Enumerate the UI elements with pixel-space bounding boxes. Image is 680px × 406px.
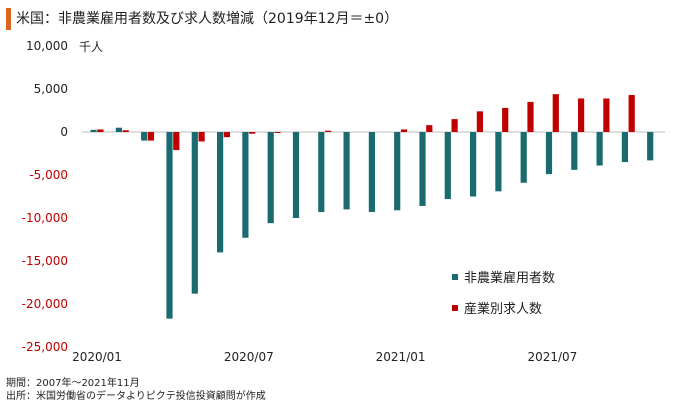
bar-series-1 bbox=[621, 132, 628, 163]
bar-series-2 bbox=[527, 101, 534, 132]
legend-swatch bbox=[452, 274, 458, 280]
bar-series-1 bbox=[343, 132, 350, 210]
x-tick-label: 2021/07 bbox=[527, 350, 577, 364]
y-tick-label: 5,000 bbox=[34, 82, 68, 96]
legend-label: 産業別求人数 bbox=[464, 301, 542, 317]
bar-series-1 bbox=[141, 132, 148, 141]
bar-series-2 bbox=[400, 129, 408, 132]
chart-title: 米国：非農業雇用者数及び求人数増減（2019年12月＝±0） bbox=[16, 11, 399, 27]
bar-series-2 bbox=[426, 125, 433, 132]
bar-series-1 bbox=[571, 132, 578, 170]
y-tick-label: -5,000 bbox=[29, 168, 68, 182]
bar-series-1 bbox=[368, 132, 375, 212]
footnote-source: 出所：米国労働省のデータよりピクテ投信投資顧問が作成 bbox=[6, 391, 266, 402]
bar-series-2 bbox=[552, 94, 559, 132]
bar-series-2 bbox=[325, 130, 332, 132]
bar-series-1 bbox=[444, 132, 451, 200]
y-tick-label: -15,000 bbox=[22, 254, 68, 268]
bar-series-2 bbox=[249, 132, 256, 134]
bar-series-2 bbox=[147, 132, 155, 141]
bar-series-2 bbox=[173, 132, 180, 151]
bar-series-2 bbox=[198, 132, 205, 142]
bar-series-2 bbox=[603, 98, 610, 132]
bar-series-1 bbox=[292, 132, 300, 218]
x-tick-label: 2020/01 bbox=[72, 350, 122, 364]
bar-series-2 bbox=[628, 95, 635, 132]
bar-series-1 bbox=[470, 132, 477, 197]
bar-series-1 bbox=[242, 132, 249, 238]
footnote-period: 期間：2007年～2021年11月 bbox=[6, 378, 140, 389]
title-accent-bar bbox=[6, 8, 11, 30]
legend-swatch bbox=[452, 305, 458, 311]
y-tick-label: 10,000 bbox=[26, 39, 68, 53]
y-axis-unit: 千人 bbox=[79, 40, 104, 54]
bar-series-2 bbox=[274, 132, 281, 133]
bar-series-2 bbox=[502, 107, 509, 132]
bar-series-2 bbox=[122, 130, 129, 132]
bar-series-1 bbox=[394, 132, 401, 211]
bar-series-1 bbox=[647, 132, 654, 161]
y-tick-label: 0 bbox=[60, 125, 68, 139]
bar-series-1 bbox=[495, 132, 502, 192]
bar-series-2 bbox=[97, 129, 104, 132]
bar-series-1 bbox=[267, 132, 274, 224]
bar-series-1 bbox=[115, 127, 122, 132]
bar-series-1 bbox=[318, 132, 325, 212]
y-tick-label: -20,000 bbox=[22, 297, 68, 311]
bar-series-2 bbox=[223, 132, 230, 138]
bar-series-1 bbox=[596, 132, 603, 166]
bar-series-2 bbox=[476, 111, 483, 132]
bar-series-1 bbox=[545, 132, 553, 175]
bar-series-1 bbox=[90, 129, 97, 132]
bar-series-2 bbox=[451, 119, 458, 132]
bar-series-1 bbox=[191, 132, 198, 294]
y-tick-label: -25,000 bbox=[22, 340, 68, 354]
bar-series-2 bbox=[578, 98, 585, 132]
bar-series-1 bbox=[419, 132, 426, 206]
bar-series-1 bbox=[166, 132, 173, 319]
y-tick-label: -10,000 bbox=[22, 211, 68, 225]
x-tick-label: 2020/07 bbox=[224, 350, 274, 364]
x-tick-label: 2021/01 bbox=[376, 350, 426, 364]
bar-series-1 bbox=[520, 132, 527, 183]
legend-label: 非農業雇用者数 bbox=[464, 270, 555, 286]
bar-series-1 bbox=[217, 132, 224, 253]
